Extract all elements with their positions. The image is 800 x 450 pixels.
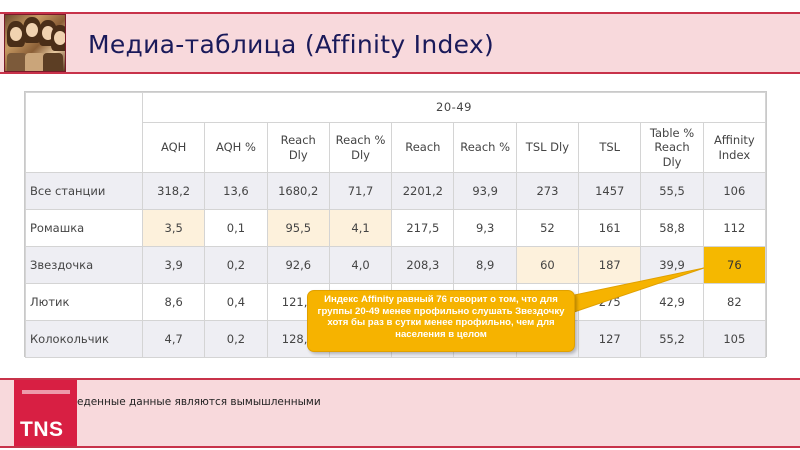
table-cell: 3,5	[141, 209, 206, 247]
table-cell: 128,1	[266, 320, 330, 358]
column-header: TSL Dly	[515, 122, 580, 173]
column-header: Reach %	[453, 122, 517, 173]
affinity-highlight-cell: 76	[702, 246, 767, 284]
tns-logo: TNS	[14, 380, 77, 446]
column-header: Reach % Dly	[328, 122, 393, 173]
column-header: Affinity Index	[702, 122, 767, 173]
table-cell: 106	[702, 172, 767, 210]
table-cell: 275	[578, 283, 642, 321]
table-cell: 52	[515, 209, 580, 247]
footnote: еденные данные являются вымышленными	[77, 396, 321, 408]
column-header: Table % Reach Dly	[640, 122, 704, 173]
table-cell: 0,4	[204, 283, 268, 321]
band-photo	[4, 14, 66, 72]
page-title: Медиа-таблица (Affinity Index)	[88, 30, 495, 59]
table-cell: 71,7	[328, 172, 393, 210]
table-cell: 8,9	[453, 246, 517, 284]
table-row: Все станции 318,2 13,6 1680,2 71,7 2201,…	[25, 172, 767, 210]
table-cell: 55,5	[640, 172, 704, 210]
row-label: Лютик	[25, 283, 143, 321]
table-cell: 95,5	[266, 209, 330, 247]
row-label: Ромашка	[25, 209, 143, 247]
table-cell: 0,2	[204, 320, 268, 358]
table-cell: 60	[515, 246, 580, 284]
table-cell: 1680,2	[266, 172, 330, 210]
header-band	[0, 12, 800, 74]
age-group-header: 20-49	[142, 92, 766, 123]
row-label: Звездочка	[25, 246, 143, 284]
column-header: TSL	[578, 122, 642, 173]
table-cell: 1457	[578, 172, 642, 210]
table-cell: 8,6	[141, 283, 206, 321]
column-header: Reach	[391, 122, 455, 173]
table-cell: 13,6	[204, 172, 268, 210]
table-cell: 82	[702, 283, 767, 321]
table-cell: 39,9	[640, 246, 704, 284]
table-cell: 318,2	[141, 172, 206, 210]
table-cell: 93,9	[453, 172, 517, 210]
table-cell: 217,5	[391, 209, 455, 247]
table-cell: 208,3	[391, 246, 455, 284]
table-cell: 9,3	[453, 209, 517, 247]
table-row: Звездочка 3,9 0,2 92,6 4,0 208,3 8,9 60 …	[25, 246, 767, 284]
table-cell: 3,9	[141, 246, 206, 284]
callout-box: Индекс Affinity равный 76 говорит о том,…	[307, 290, 575, 352]
table-cell: 42,9	[640, 283, 704, 321]
table-cell: 4,7	[141, 320, 206, 358]
logo-text: TNS	[20, 418, 64, 441]
table-cell: 58,8	[640, 209, 704, 247]
table-cell: 127	[578, 320, 642, 358]
table-corner-cell	[25, 92, 143, 173]
column-header: Reach Dly	[266, 122, 330, 173]
table-cell: 55,2	[640, 320, 704, 358]
table-row: Ромашка 3,5 0,1 95,5 4,1 217,5 9,3 52 16…	[25, 209, 767, 247]
column-header: AQH	[141, 122, 206, 173]
table-cell: 4,0	[328, 246, 393, 284]
table-cell: 273	[515, 172, 580, 210]
table-cell: 0,2	[204, 246, 268, 284]
table-cell: 187	[578, 246, 642, 284]
footer-band	[0, 378, 800, 448]
table-cell: 161	[578, 209, 642, 247]
table-cell: 0,1	[204, 209, 268, 247]
row-label: Все станции	[25, 172, 143, 210]
column-header: AQH %	[204, 122, 268, 173]
table-cell: 92,6	[266, 246, 330, 284]
table-cell: 4,1	[328, 209, 393, 247]
row-label: Колокольчик	[25, 320, 143, 358]
table-cell: 112	[702, 209, 767, 247]
table-cell: 2201,2	[391, 172, 455, 210]
table-cell: 105	[702, 320, 767, 358]
